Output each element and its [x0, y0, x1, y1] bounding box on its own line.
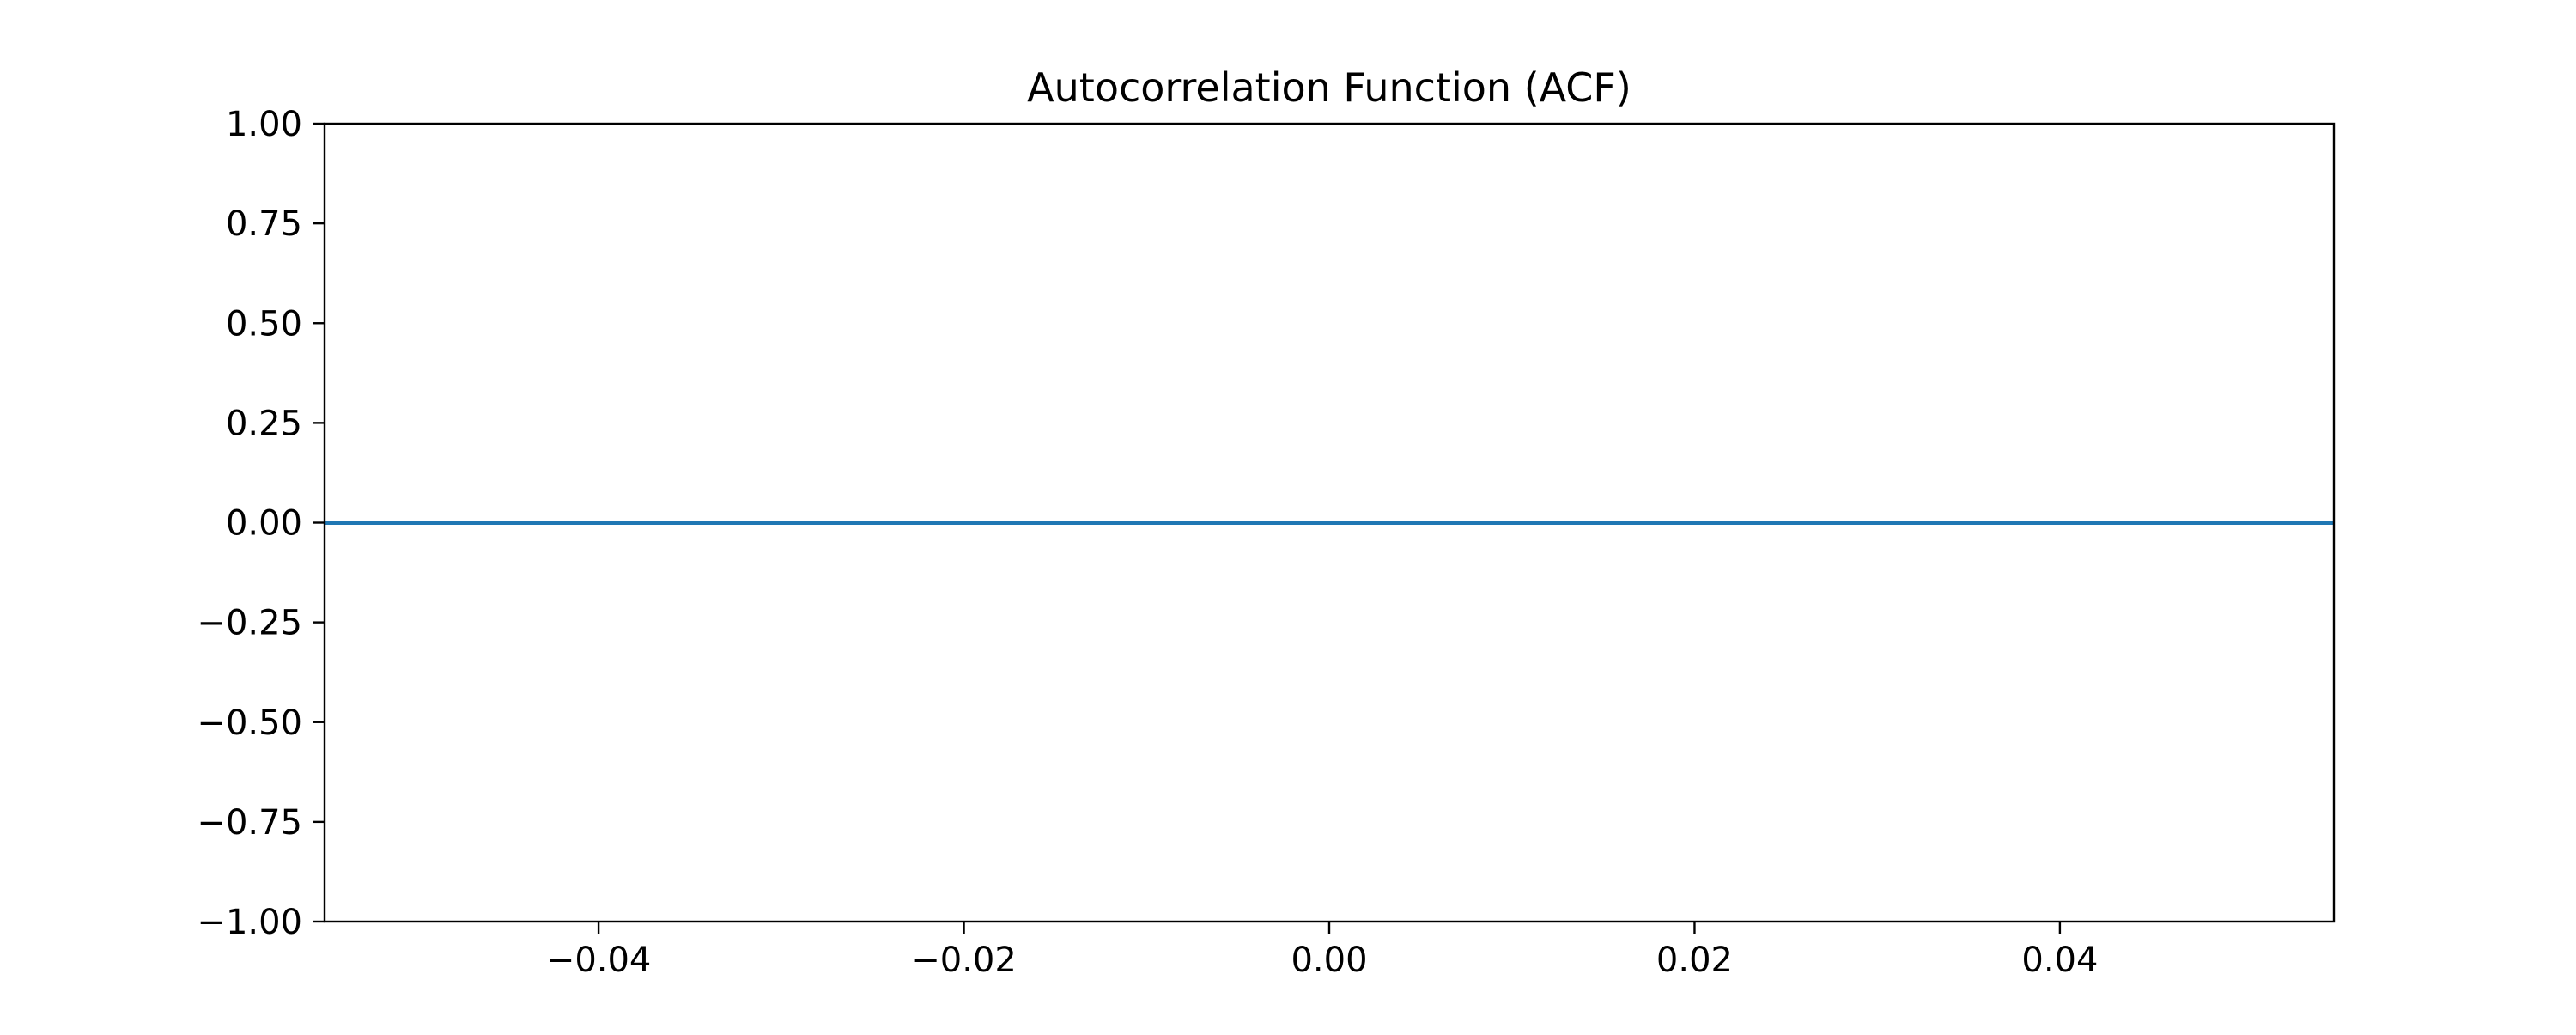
y-tick-label: 0.50 — [226, 304, 302, 344]
x-tick-label: 0.00 — [1291, 941, 1367, 980]
y-tick-label: 0.00 — [226, 504, 302, 544]
x-tick-label: −0.02 — [911, 941, 1017, 980]
y-tick-label: −1.00 — [197, 903, 302, 942]
y-tick-label: −0.25 — [197, 604, 302, 643]
x-tick-label: 0.04 — [2021, 941, 2098, 980]
y-axis: 1.00 0.75 0.50 0.25 0.00 −0.25 −0.50 −0.75 −1.00 — [197, 105, 325, 942]
y-tick-label: −0.50 — [197, 703, 302, 743]
x-axis: −0.04 −0.02 0.00 0.02 0.04 — [546, 922, 2098, 980]
y-tick-label: 0.25 — [226, 404, 302, 443]
chart-title: Autocorrelation Function (ACF) — [1027, 64, 1631, 111]
x-tick-label: −0.04 — [546, 941, 652, 980]
y-tick-label: 0.75 — [226, 204, 302, 244]
plot-frame — [323, 122, 2336, 923]
x-tick-label: 0.02 — [1656, 941, 1733, 980]
y-tick-label: −0.75 — [197, 803, 302, 843]
y-tick-label: 1.00 — [226, 105, 302, 144]
